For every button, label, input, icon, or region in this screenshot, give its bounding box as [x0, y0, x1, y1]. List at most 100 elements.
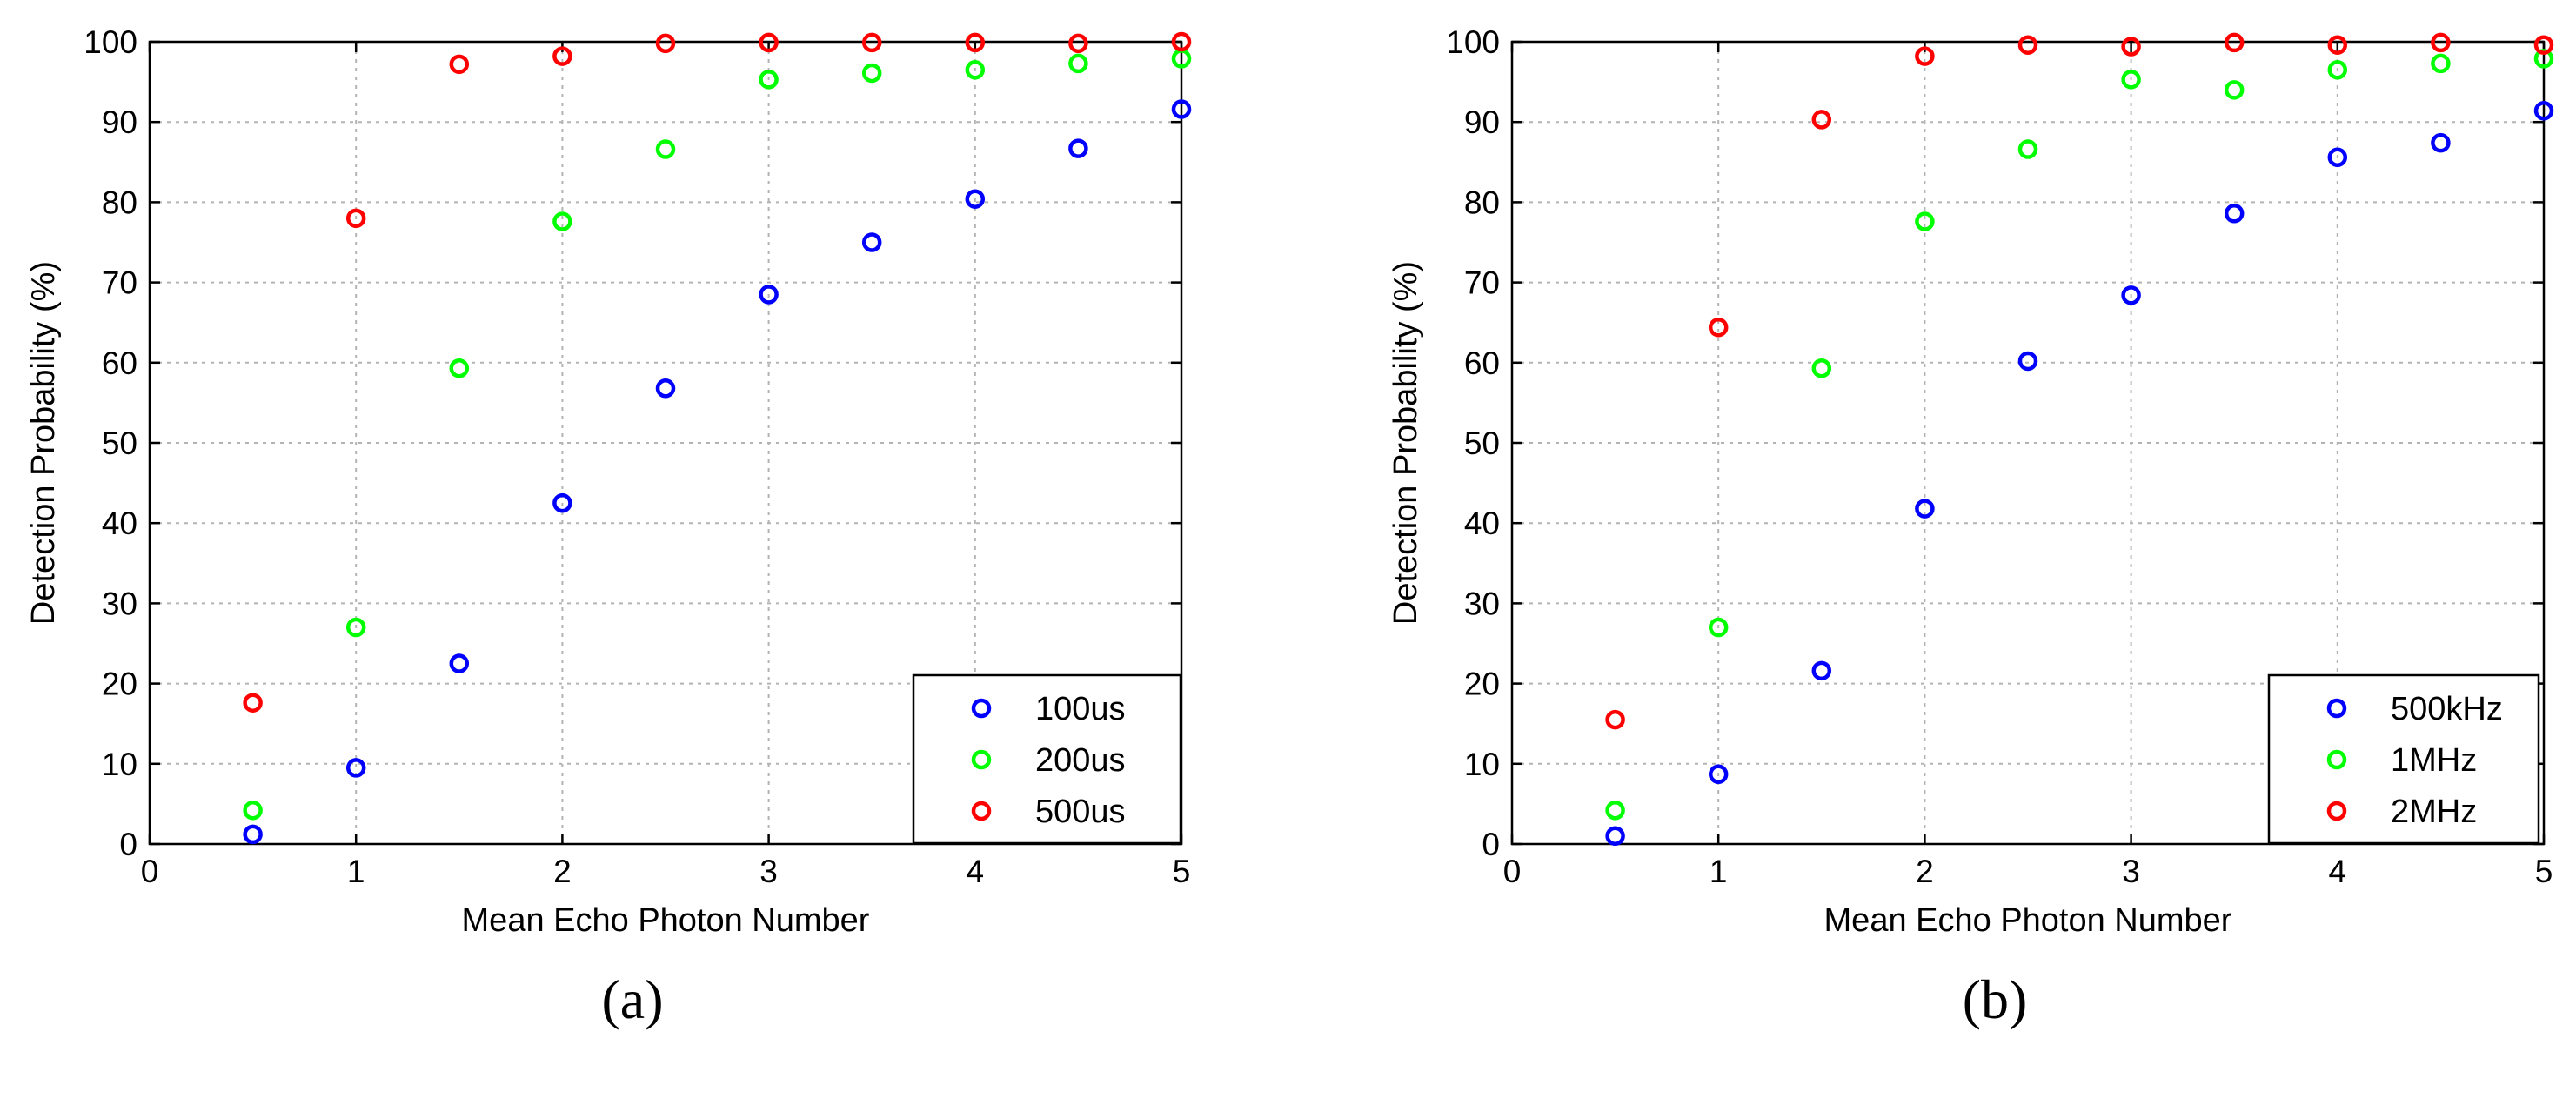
x-tick-label: 3: [2122, 854, 2140, 889]
y-tick-label: 10: [1464, 747, 1500, 782]
data-point: [2327, 147, 2348, 168]
legend-marker: [971, 698, 992, 719]
data-point: [2224, 32, 2245, 53]
y-tick-label: 100: [84, 24, 137, 60]
data-point: [1605, 709, 1625, 730]
data-point: [1811, 110, 1832, 130]
legend-marker: [971, 801, 992, 821]
data-point: [1708, 617, 1729, 638]
y-tick-label: 60: [1464, 345, 1500, 381]
y-tick-label: 80: [1464, 184, 1500, 220]
data-point: [449, 54, 470, 75]
data-point: [1708, 317, 1729, 338]
data-point: [552, 46, 572, 66]
y-tick-label: 50: [1464, 425, 1500, 461]
y-axis-label: Detection Probability (%): [1388, 261, 1424, 625]
legend: 100us 200us 500us: [912, 673, 1182, 845]
legend-marker: [2326, 698, 2347, 719]
y-tick-label: 90: [1464, 104, 1500, 140]
data-point: [1915, 499, 1935, 519]
y-tick-label: 50: [102, 425, 137, 461]
series-1MHz: [1605, 49, 2554, 821]
data-point: [2224, 204, 2245, 224]
data-point: [345, 758, 366, 778]
data-point: [1605, 801, 1625, 821]
data-point: [2431, 132, 2451, 153]
legend-label: 500kHz: [2391, 691, 2503, 727]
x-tick-label: 2: [1916, 854, 1934, 889]
legend-label: 500us: [1035, 794, 1126, 830]
x-tick-label: 0: [141, 854, 159, 889]
y-tick-label: 0: [119, 827, 137, 862]
x-tick-label: 5: [1173, 854, 1191, 889]
y-tick-label: 80: [102, 184, 137, 220]
data-point: [1811, 660, 1832, 681]
data-point: [965, 32, 986, 53]
data-point: [861, 63, 882, 84]
y-tick-label: 30: [1464, 586, 1500, 621]
data-point: [1605, 826, 1625, 847]
data-point: [552, 492, 572, 513]
x-tick-label: 4: [2329, 854, 2347, 889]
x-tick-label: 2: [553, 854, 572, 889]
data-point: [861, 32, 882, 53]
y-tick-label: 0: [1482, 827, 1500, 862]
data-point: [759, 285, 779, 305]
y-tick-label: 10: [102, 747, 137, 782]
x-tick-label: 3: [759, 854, 778, 889]
x-tick-label: 4: [967, 854, 985, 889]
data-point: [2121, 285, 2141, 305]
y-tick-label: 40: [102, 506, 137, 541]
series-500kHz: [1605, 101, 2554, 847]
x-tick-label: 1: [347, 854, 365, 889]
data-point: [345, 208, 366, 229]
data-point: [965, 60, 986, 80]
data-point: [1068, 53, 1088, 74]
y-tick-label: 20: [102, 667, 137, 702]
data-point: [2431, 32, 2451, 53]
panel-caption: (b): [1963, 968, 2028, 1030]
legend-label: 1MHz: [2391, 742, 2477, 779]
series-100us: [243, 99, 1192, 845]
data-point: [345, 617, 366, 638]
legend-box: [912, 673, 1182, 845]
data-point: [449, 653, 470, 673]
y-tick-label: 100: [1446, 24, 1500, 60]
x-tick-label: 1: [1710, 854, 1728, 889]
data-point: [2121, 70, 2141, 90]
data-point: [1915, 46, 1935, 66]
data-point: [2327, 60, 2348, 80]
data-point: [1171, 99, 1192, 119]
y-tick-label: 20: [1464, 667, 1500, 702]
panel-caption: (a): [601, 968, 663, 1030]
y-tick-label: 60: [102, 345, 137, 381]
data-point: [1068, 138, 1088, 158]
data-point: [243, 693, 263, 713]
y-tick-label: 70: [102, 265, 137, 301]
x-tick-label: 0: [1503, 854, 1522, 889]
legend-marker: [2326, 801, 2347, 821]
series-500us: [243, 31, 1192, 713]
legend-marker: [2326, 749, 2347, 770]
data-point: [449, 358, 470, 378]
data-point: [1915, 211, 1935, 231]
data-point: [1171, 31, 1192, 52]
y-tick-label: 30: [102, 586, 137, 621]
data-point: [2017, 351, 2038, 372]
data-point: [1811, 358, 1832, 378]
x-axis-label: Mean Echo Photon Number: [1824, 902, 2232, 939]
y-tick-label: 40: [1464, 506, 1500, 541]
legend-label: 2MHz: [2391, 794, 2477, 830]
data-point: [552, 211, 572, 231]
legend-label: 100us: [1035, 691, 1126, 727]
data-point: [243, 801, 263, 821]
x-tick-label: 5: [2535, 854, 2553, 889]
data-point: [861, 232, 882, 252]
data-point: [655, 33, 676, 54]
data-point: [243, 824, 263, 845]
data-point: [655, 378, 676, 399]
y-tick-label: 70: [1464, 265, 1500, 301]
